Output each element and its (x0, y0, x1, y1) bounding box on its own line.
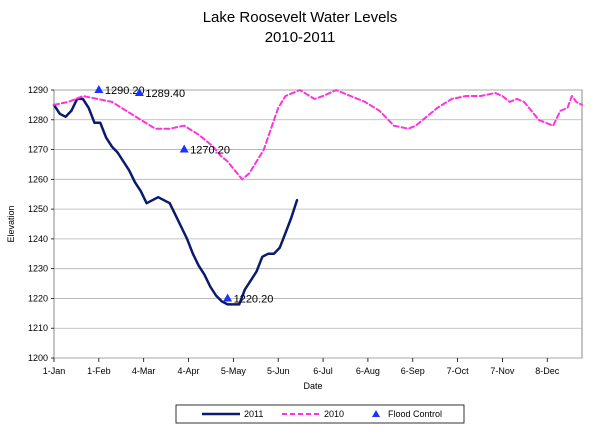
flood-control-label: 1220.20 (234, 293, 274, 305)
flood-control-markers: 1290.20 1289.40 1270.20 1220.20 (94, 85, 273, 305)
legend-label-2011: 2011 (244, 409, 263, 419)
legend-label-2010: 2010 (324, 409, 344, 419)
y-tick-label: 1250 (28, 204, 48, 214)
x-tick-label: 8-Dec (535, 366, 560, 376)
x-axis-ticks: 1-Jan 1-Feb 4-Mar 4-Apr 5-May 5-Jun 6-Jul 6-Aug… (43, 358, 560, 376)
legend-swatch-flood-control (372, 410, 380, 417)
chart-subtitle: 2010-2011 (265, 29, 336, 46)
y-axis-ticks: 1200 1210 1220 1230 1240 1250 1260 1270 1280 1290 (28, 85, 54, 363)
y-axis-label: Elevation (6, 205, 16, 242)
x-tick-label: 6-Aug (356, 366, 380, 376)
series-lines (52, 89, 583, 306)
legend-box (175, 404, 465, 424)
flood-control-label: 1290.20 (105, 85, 145, 97)
flood-control-marker (179, 144, 189, 153)
x-tick-label: 1-Feb (87, 366, 111, 376)
legend: 2011 2010 Flood Control (175, 404, 465, 424)
series-line-2011 (52, 97, 299, 306)
x-axis-label: Date (303, 381, 322, 391)
flood-control-label: 1289.40 (145, 88, 185, 100)
x-tick-label: 6-Jul (313, 366, 333, 376)
x-tick-label: 5-May (221, 366, 247, 376)
x-tick-label: 5-Jun (267, 366, 290, 376)
chart-title: Lake Roosevelt Water Levels (203, 9, 398, 26)
series-line-2010 (53, 89, 583, 181)
y-tick-label: 1260 (28, 174, 48, 184)
y-tick-label: 1230 (28, 264, 48, 274)
y-tick-label: 1210 (28, 323, 48, 333)
plot-area (53, 89, 583, 359)
y-tick-label: 1290 (28, 85, 48, 95)
flood-control-marker (223, 293, 233, 302)
y-tick-label: 1240 (28, 234, 48, 244)
flood-control-label: 1270.20 (190, 145, 230, 157)
y-tick-label: 1270 (28, 145, 48, 155)
y-tick-label: 1220 (28, 293, 48, 303)
y-tick-label: 1280 (28, 115, 48, 125)
x-tick-label: 1-Jan (43, 366, 66, 376)
y-tick-label: 1200 (28, 353, 48, 363)
flood-control-marker (134, 87, 144, 96)
gridlines (54, 89, 582, 359)
x-tick-label: 6-Sep (401, 366, 425, 376)
legend-label-flood-control: Flood Control (388, 409, 442, 419)
x-tick-label: 4-Apr (178, 366, 200, 376)
x-tick-label: 7-Nov (490, 366, 515, 376)
x-tick-label: 4-Mar (132, 366, 156, 376)
flood-control-marker (94, 85, 104, 93)
x-tick-label: 7-Oct (447, 366, 470, 376)
